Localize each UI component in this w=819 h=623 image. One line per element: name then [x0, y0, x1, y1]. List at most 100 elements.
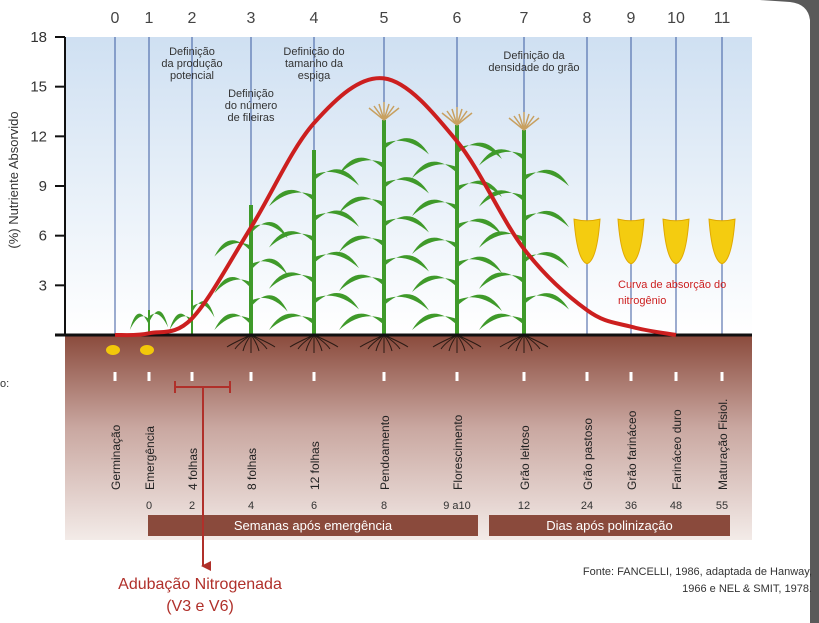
stage-tick	[190, 372, 194, 381]
timeline-bar-label: Dias após polinização	[546, 518, 672, 533]
stage-name: Maturação Fisiol.	[716, 399, 730, 490]
leaf	[384, 255, 429, 272]
stage-number: 7	[520, 10, 529, 27]
tassel	[383, 107, 400, 121]
stage-number: 8	[583, 10, 592, 27]
leaf	[269, 272, 314, 289]
y-tick-label: 15	[30, 79, 47, 96]
annotation: Definição	[169, 46, 215, 58]
stage-name: Farináceo duro	[670, 409, 684, 490]
leaf	[251, 258, 288, 275]
stage-tick	[455, 372, 459, 381]
frame-corner	[760, 0, 819, 623]
leaf	[412, 237, 457, 254]
stage-tick	[720, 372, 724, 381]
annotation: Definição	[228, 88, 274, 100]
timeline-bar-label: Semanas após emergência	[234, 518, 393, 533]
kernel	[662, 218, 690, 265]
stage-name: 8 folhas	[245, 448, 259, 490]
kernel	[617, 218, 645, 265]
stage-tick	[585, 372, 589, 381]
leaf	[314, 251, 359, 269]
stage-number: 4	[310, 10, 319, 27]
timeline-bar	[148, 515, 478, 536]
seed	[140, 345, 154, 355]
timeline-label: 8	[381, 500, 387, 512]
source: Fonte: FANCELLI, 1986, adaptada de Hanwa…	[583, 566, 812, 578]
timeline-label: 55	[716, 500, 728, 512]
cut-text: o:	[0, 378, 9, 390]
leaf	[457, 142, 502, 159]
timeline-label: 0	[146, 500, 152, 512]
leaf	[169, 313, 192, 330]
stage-number: 10	[667, 10, 685, 27]
leaf	[339, 235, 384, 252]
stage-tick	[674, 372, 678, 381]
seed	[106, 345, 120, 355]
stage-tick	[113, 372, 117, 381]
leaf	[384, 138, 429, 155]
stage-name: Germinação	[109, 424, 123, 490]
tassel	[446, 110, 458, 126]
leaf	[269, 313, 314, 330]
stage-number: 11	[714, 10, 731, 27]
annotation: tamanho da	[285, 58, 344, 70]
stage-tick	[312, 372, 316, 381]
y-tick-label: 6	[39, 228, 47, 245]
leaf	[251, 295, 288, 312]
stage-name: Pendoamento	[378, 415, 392, 490]
leaf	[524, 210, 569, 228]
leaf	[314, 169, 359, 186]
stage-tick	[382, 372, 386, 381]
tassel	[508, 117, 525, 131]
tassel	[451, 108, 458, 126]
tassel	[441, 112, 458, 126]
leaf	[457, 256, 502, 273]
tassel	[518, 113, 525, 131]
annotation: densidade do grão	[488, 62, 579, 74]
tassel	[456, 112, 473, 126]
stage-name: Florescimento	[451, 414, 465, 490]
tassel	[368, 107, 385, 121]
tassel	[378, 103, 385, 121]
leaf	[412, 275, 457, 292]
leaf	[384, 177, 429, 194]
leaf	[269, 189, 314, 207]
kernel	[573, 218, 601, 265]
stage-number: 2	[188, 10, 197, 27]
tassel	[456, 108, 463, 126]
stage-name: Grão pastoso	[581, 418, 595, 490]
stage-number: 9	[627, 10, 636, 27]
leaf	[524, 251, 569, 269]
timeline-label: 9 a10	[443, 500, 471, 512]
leaf	[479, 272, 524, 289]
timeline-bar	[489, 515, 730, 536]
stage-name: Grão leitoso	[518, 425, 532, 490]
leaf	[479, 313, 524, 330]
annotation: potencial	[170, 70, 214, 82]
leaf	[457, 180, 502, 197]
legend-entry: Curva de absorção do nitrogênio	[618, 279, 727, 307]
leaf	[269, 231, 314, 248]
stage-name: Emergência	[143, 426, 157, 490]
sky	[65, 37, 752, 335]
leaf	[457, 218, 502, 235]
stage-tick	[522, 372, 526, 381]
leaf	[384, 294, 429, 311]
annotation: da produção	[161, 58, 222, 70]
absorption-curve	[114, 76, 677, 338]
leaf	[457, 294, 502, 311]
soil	[65, 335, 752, 540]
leaf	[524, 293, 569, 310]
leaf	[479, 149, 524, 166]
timeline-label: 12	[518, 500, 530, 512]
annotation: Definição do	[283, 46, 344, 58]
stage-tick	[249, 372, 253, 381]
leaf	[314, 293, 359, 310]
kernel	[708, 218, 736, 265]
annotation: espiga	[298, 70, 331, 82]
legend: Curva de absorção do nitrogênio	[618, 277, 730, 309]
